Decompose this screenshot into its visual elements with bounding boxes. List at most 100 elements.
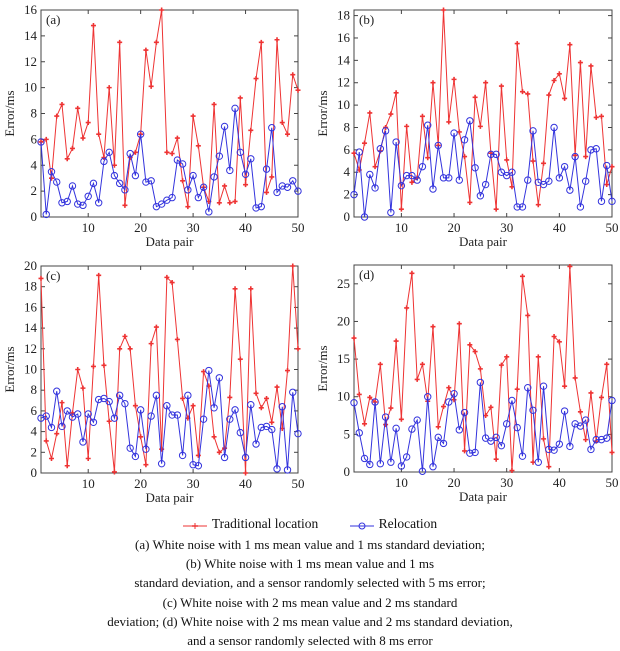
data-point (429, 185, 437, 193)
data-point (545, 177, 553, 185)
data-point (205, 208, 213, 216)
series-traditional-location (38, 7, 301, 210)
y-tick-label: 25 (337, 276, 350, 291)
data-point (513, 203, 521, 211)
data-point (63, 197, 71, 206)
series-relocation (350, 117, 616, 221)
data-point (408, 425, 416, 433)
data-point (285, 368, 291, 374)
data-point (43, 136, 49, 142)
data-point (371, 398, 379, 406)
x-tick-label: 20 (448, 220, 461, 235)
y-tick-label: 10 (337, 97, 350, 112)
data-point (185, 204, 191, 210)
x-tick-label: 20 (134, 476, 147, 491)
data-point (592, 435, 600, 444)
y-tick-label: 14 (24, 28, 38, 43)
data-point (604, 361, 610, 367)
data-point (518, 452, 527, 460)
data-point (413, 176, 421, 184)
x-tick-label: 10 (395, 220, 408, 235)
data-point (424, 121, 432, 129)
data-point (274, 384, 280, 390)
y-axis-label: Error/ms (315, 345, 330, 391)
series-line (353, 382, 613, 472)
data-point (446, 119, 452, 125)
data-point (220, 122, 229, 131)
data-point (425, 155, 431, 161)
data-point (262, 165, 271, 173)
series-line (40, 265, 299, 474)
series-relocation (37, 366, 302, 474)
data-point (110, 171, 119, 180)
data-point (84, 410, 92, 418)
data-point (168, 411, 176, 419)
series-line (40, 9, 299, 207)
data-point (562, 383, 568, 389)
data-point (472, 349, 478, 355)
data-point (131, 452, 140, 461)
data-point (603, 434, 611, 442)
data-point (566, 186, 574, 194)
data-point (462, 154, 468, 160)
data-point (48, 175, 54, 181)
data-point (164, 274, 170, 280)
data-point (356, 391, 362, 397)
data-point (278, 182, 286, 190)
data-point (514, 41, 520, 47)
data-point (273, 465, 281, 473)
data-point (122, 333, 128, 339)
data-point (556, 71, 562, 77)
data-point (462, 448, 468, 454)
data-point (571, 152, 579, 161)
data-point (524, 383, 532, 392)
data-point (502, 171, 511, 180)
data-point (75, 105, 81, 111)
data-point (445, 174, 453, 182)
data-point (409, 270, 415, 276)
data-point (159, 7, 165, 13)
data-point (90, 23, 96, 29)
x-axis-label: Data pair (145, 490, 194, 505)
data-point (362, 421, 368, 427)
data-point (180, 395, 186, 401)
data-point (598, 394, 604, 400)
series-line (353, 9, 613, 210)
data-point (132, 403, 138, 409)
data-point (143, 47, 149, 53)
data-point (227, 200, 233, 206)
data-point (419, 361, 425, 367)
y-tick-label: 16 (24, 299, 38, 314)
data-point (184, 186, 192, 194)
data-point (603, 161, 611, 170)
data-point (498, 362, 504, 368)
data-point (555, 440, 564, 448)
data-point (205, 366, 213, 375)
data-point (268, 124, 276, 132)
data-point (59, 101, 65, 107)
data-point (439, 174, 448, 182)
data-point (498, 83, 504, 89)
x-tick-label: 30 (187, 220, 200, 235)
series-line (353, 266, 613, 471)
data-point (264, 395, 270, 401)
data-point (446, 385, 452, 391)
data-point (577, 60, 583, 66)
data-point (269, 174, 275, 180)
data-point (402, 453, 411, 461)
data-point (194, 462, 203, 470)
data-point (199, 183, 208, 191)
data-point (220, 453, 229, 462)
data-point (142, 178, 150, 186)
data-point (101, 362, 107, 368)
data-point (355, 148, 363, 156)
data-point (424, 393, 432, 401)
data-point (430, 324, 436, 330)
data-point (289, 177, 297, 185)
data-point (355, 429, 363, 437)
data-point (497, 168, 506, 176)
data-point (94, 199, 103, 207)
data-point (592, 145, 600, 153)
data-point (493, 206, 499, 212)
data-point (290, 263, 296, 269)
